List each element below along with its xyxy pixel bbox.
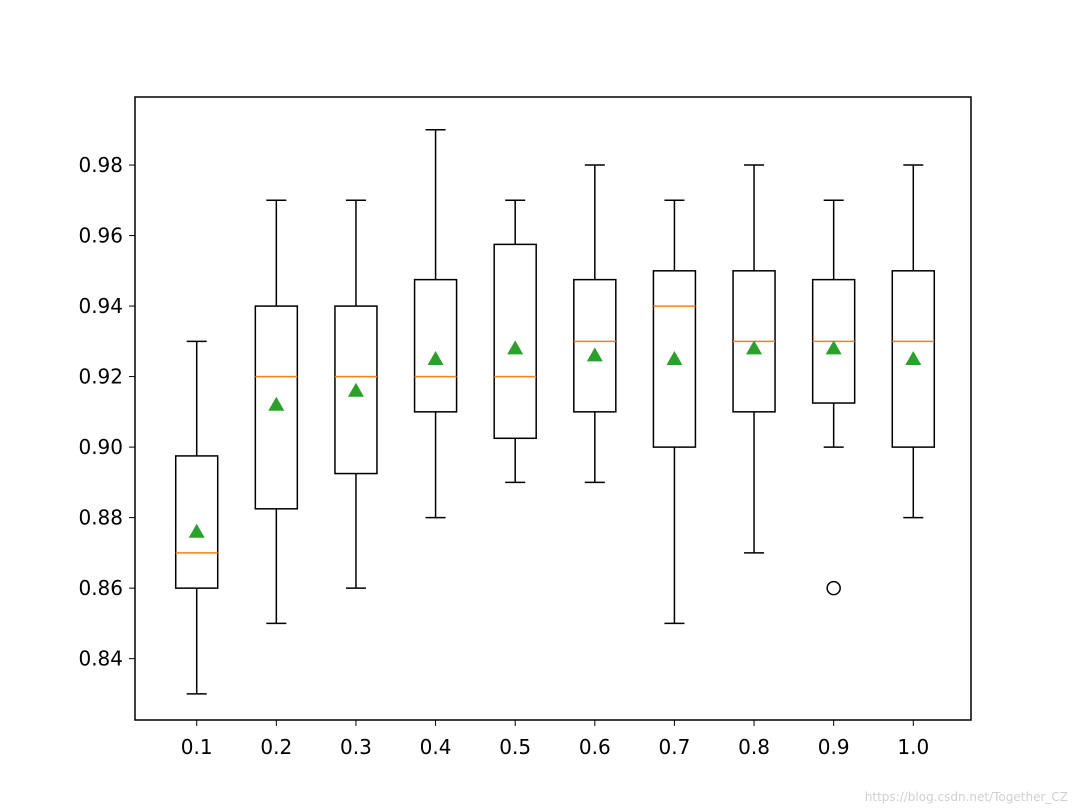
box-0.2 (254, 199, 299, 625)
iqr-box (254, 305, 299, 510)
mean-marker (347, 382, 364, 397)
mean-marker (507, 340, 524, 355)
y-tick-label: 0.90 (78, 435, 123, 459)
mean-marker (905, 350, 922, 365)
mean-marker (746, 340, 763, 355)
y-tick-label: 0.88 (78, 506, 123, 530)
mean-marker (825, 340, 842, 355)
iqr-box (174, 455, 219, 589)
mean-marker (666, 350, 683, 365)
x-tick-label: 0.6 (579, 735, 611, 759)
x-tick-label: 1.0 (897, 735, 929, 759)
boxes-layer (174, 129, 936, 695)
box-1.0 (891, 164, 936, 519)
y-tick-label: 0.84 (78, 647, 123, 671)
box-0.5 (493, 199, 537, 484)
x-tick-label: 0.7 (659, 735, 691, 759)
box-0.7 (652, 199, 697, 625)
outlier-point (826, 580, 841, 596)
box-0.6 (573, 164, 617, 484)
y-tick-label: 0.92 (78, 365, 123, 389)
mean-marker (188, 523, 205, 538)
x-tick-label: 0.9 (818, 735, 850, 759)
iqr-box (891, 270, 936, 448)
iqr-box (652, 270, 697, 448)
x-tick-label: 0.2 (260, 735, 292, 759)
box-0.3 (334, 199, 378, 589)
box-0.8 (732, 164, 776, 554)
mean-marker (268, 396, 285, 411)
iqr-box (493, 243, 537, 440)
box-0.9 (811, 199, 856, 596)
x-tick-label: 0.1 (181, 735, 213, 759)
mean-marker (427, 350, 444, 365)
plot-frame (134, 96, 972, 721)
iqr-box (334, 305, 378, 475)
y-tick-label: 0.96 (78, 224, 123, 248)
y-tick-label: 0.98 (78, 153, 123, 177)
iqr-box (573, 278, 617, 413)
mean-marker (586, 347, 603, 362)
x-tick-label: 0.3 (340, 735, 372, 759)
x-axis: 0.1 0.2 0.3 0.4 0.5 0.6 0.7 0.8 0.9 1.0 (181, 720, 929, 759)
plot-area (135, 97, 971, 720)
x-tick-label: 0.8 (738, 735, 770, 759)
box-0.4 (413, 129, 458, 519)
y-tick-label: 0.86 (78, 576, 123, 600)
box-0.1 (174, 340, 219, 695)
y-tick-label: 0.94 (78, 294, 123, 318)
x-tick-label: 0.5 (499, 735, 531, 759)
watermark-text: https://blog.csdn.net/Together_CZ (864, 790, 1068, 804)
iqr-box (413, 278, 458, 413)
y-axis: 0.84 0.86 0.88 0.90 0.92 0.94 0.96 0.98 (78, 153, 135, 671)
x-tick-label: 0.4 (420, 735, 452, 759)
